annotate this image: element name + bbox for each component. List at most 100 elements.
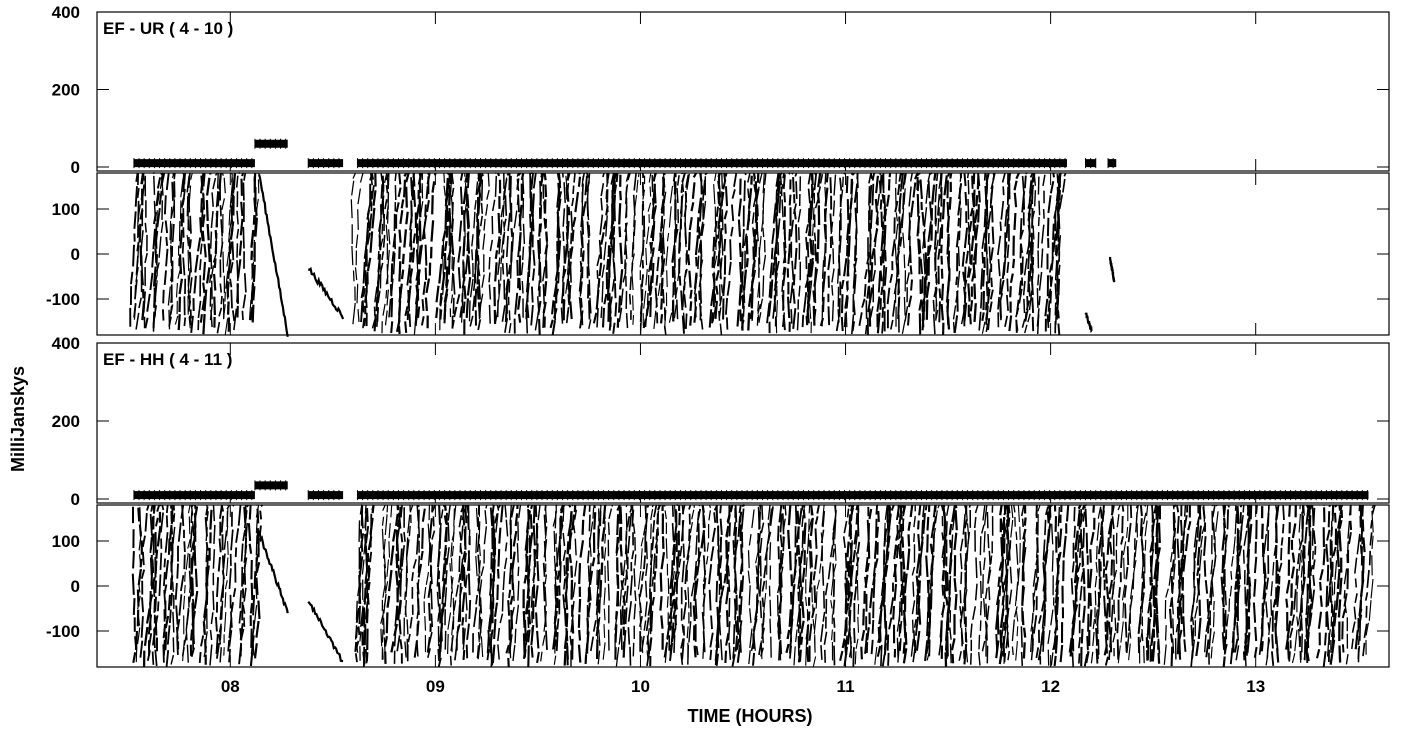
phase-series: [894, 172, 899, 327]
phase-series: [1297, 504, 1305, 663]
phase-series: [560, 504, 569, 660]
phase-series: [718, 172, 724, 319]
phase-series: [937, 172, 943, 323]
phase-series: [1002, 504, 1011, 657]
phase-series: [181, 172, 187, 327]
phase-series: [996, 172, 1006, 328]
x-tick-label: 08: [221, 677, 240, 696]
phase-series: [1036, 176, 1041, 335]
phase-series: [678, 172, 686, 334]
phase-series: [216, 172, 224, 334]
phase-series: [926, 504, 940, 661]
phase-series: [176, 505, 186, 655]
phase-series: [354, 504, 364, 652]
phase-series: [848, 504, 853, 658]
phase-series: [1305, 504, 1311, 662]
phase-series: [218, 504, 231, 663]
phase-series: [1242, 504, 1251, 661]
phase-series: [1011, 504, 1020, 655]
phase-series: [307, 601, 344, 663]
phase-series: [530, 504, 537, 658]
phase-series: [897, 172, 904, 333]
y-tick-label: 200: [52, 81, 80, 100]
phase-series: [801, 172, 814, 328]
phase-series: [698, 172, 703, 321]
panel-title: EF - UR ( 4 - 10 ): [103, 19, 233, 38]
y-tick-label: 100: [52, 532, 80, 551]
phase-series: [129, 172, 139, 327]
phase-series: [724, 172, 738, 330]
phase-series: [837, 172, 846, 323]
phase-series: [199, 175, 207, 323]
phase-series: [702, 504, 712, 659]
phase-series: [534, 505, 540, 664]
phase-series: [902, 504, 914, 654]
phase-series: [870, 504, 879, 655]
phase-series: [215, 504, 226, 659]
phase-series: [393, 507, 406, 664]
phase-series: [209, 504, 216, 666]
phase-series: [753, 504, 762, 651]
phase-series: [1059, 504, 1070, 663]
phase-series: [424, 172, 437, 329]
x-tick-label: 12: [1041, 677, 1060, 696]
phase-series: [852, 504, 861, 667]
phase-series: [214, 504, 223, 655]
phase-series: [1139, 504, 1147, 664]
phase-series: [209, 172, 218, 328]
phase-series: [165, 504, 174, 667]
amplitude-frame: [96, 11, 1390, 172]
phase-series: [866, 172, 873, 335]
phase-series: [1056, 172, 1067, 320]
phase-series: [505, 504, 515, 654]
phase-series: [1221, 504, 1230, 650]
phase-series: [488, 172, 498, 324]
amplitude-series: [308, 159, 344, 168]
phase-series: [883, 504, 895, 656]
phase-series: [416, 172, 431, 318]
phase-series: [1291, 504, 1302, 664]
phase-series: [221, 172, 226, 319]
phase-series: [747, 509, 755, 665]
phase-series: [1037, 504, 1052, 661]
amplitude-series: [1108, 159, 1117, 168]
phase-series: [493, 172, 502, 325]
phase-series: [1341, 504, 1353, 653]
phase-series: [396, 504, 403, 652]
phase-series: [586, 172, 592, 330]
phase-series: [819, 172, 829, 327]
phase-series: [439, 172, 450, 320]
phase-series: [190, 172, 205, 333]
phase-series: [982, 504, 988, 657]
y-tick-label: 0: [71, 245, 80, 264]
phase-series: [945, 172, 951, 326]
phase-series: [914, 504, 928, 653]
phase-series: [749, 172, 759, 320]
phase-series: [491, 505, 504, 664]
phase-series: [938, 504, 945, 656]
phase-series: [565, 172, 571, 318]
phase-series: [251, 172, 258, 323]
phase-series: [915, 504, 922, 651]
phase-series: [388, 172, 397, 318]
phase-series: [567, 172, 582, 320]
phase-series: [785, 504, 794, 654]
phase-series: [209, 172, 219, 321]
phase-series: [796, 176, 802, 331]
phase-series: [1168, 504, 1177, 667]
phase-series: [526, 172, 534, 318]
phase-series: [995, 504, 1008, 651]
phase-series: [241, 172, 247, 321]
phase-series: [901, 172, 907, 335]
phase-series: [437, 504, 448, 667]
phase-series: [1203, 504, 1214, 653]
phase-series: [465, 504, 472, 659]
phase-series: [257, 530, 289, 614]
phase-series: [1083, 504, 1091, 667]
phase-series: [868, 175, 879, 327]
phase-series: [1252, 504, 1258, 658]
phase-series: [864, 172, 872, 335]
phase-series: [1021, 504, 1027, 659]
phase-series: [569, 509, 578, 667]
phase-series: [1357, 504, 1365, 663]
